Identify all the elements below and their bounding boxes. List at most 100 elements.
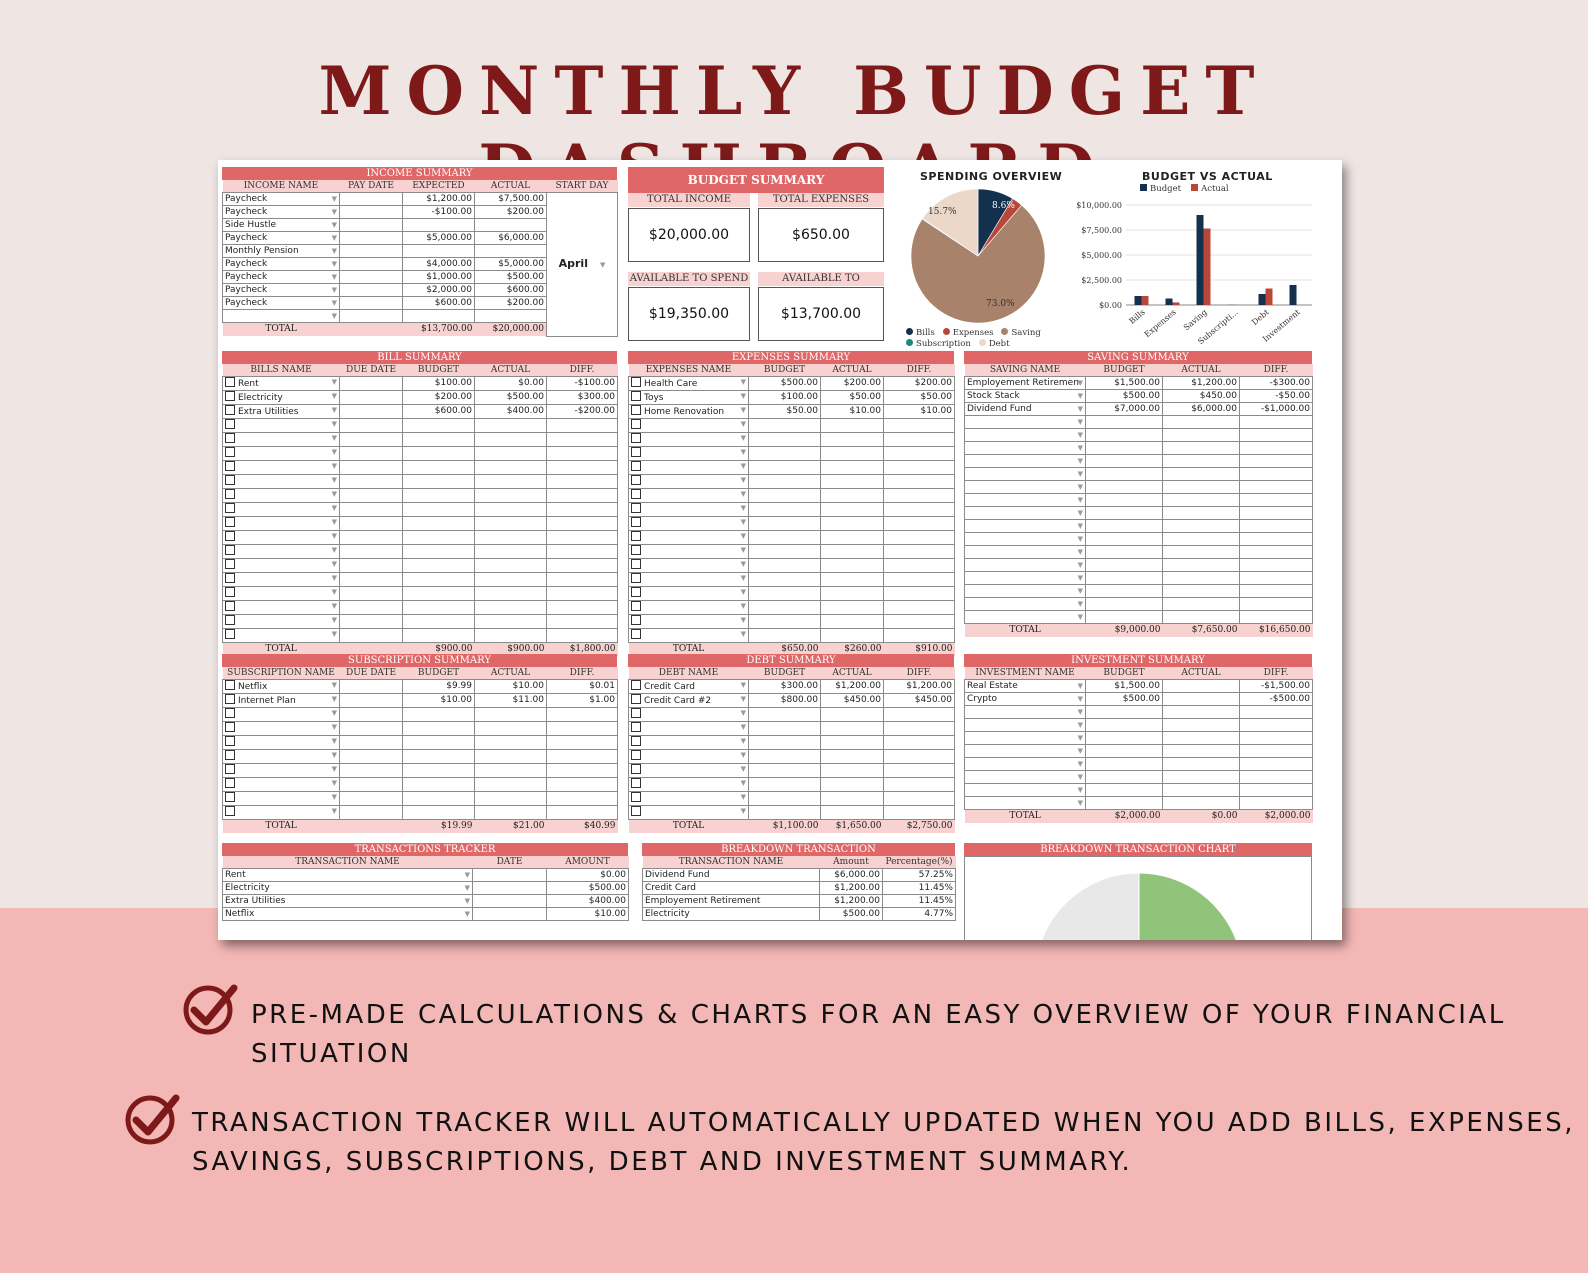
name-cell[interactable]: ▼ <box>628 721 749 736</box>
value-cell[interactable] <box>474 586 547 601</box>
dropdown-arrow-icon[interactable]: ▼ <box>740 588 746 596</box>
dropdown-arrow-icon[interactable]: ▼ <box>1077 785 1083 794</box>
name-cell[interactable]: ▼ Extra Utilities <box>222 894 473 908</box>
value-cell[interactable] <box>748 600 821 615</box>
value-cell[interactable] <box>1162 705 1240 719</box>
value-cell[interactable] <box>402 791 475 806</box>
checkbox[interactable] <box>225 792 235 802</box>
checkbox[interactable] <box>225 419 235 429</box>
value-cell[interactable] <box>474 721 547 736</box>
value-cell[interactable] <box>546 432 618 447</box>
value-cell[interactable] <box>1162 415 1240 429</box>
name-cell[interactable]: ▼ <box>628 707 749 722</box>
dropdown-arrow-icon[interactable]: ▼ <box>331 779 337 787</box>
value-cell[interactable]: $10.00 <box>474 679 547 694</box>
checkbox[interactable] <box>225 433 235 443</box>
value-cell[interactable]: $4,000.00 <box>402 257 475 271</box>
value-cell[interactable] <box>1162 770 1240 784</box>
value-cell[interactable] <box>748 628 821 643</box>
value-cell[interactable] <box>1239 506 1313 520</box>
dropdown-arrow-icon[interactable]: ▼ <box>331 448 337 456</box>
value-cell[interactable] <box>883 763 955 778</box>
value-cell[interactable] <box>339 628 403 643</box>
value-cell[interactable] <box>883 749 955 764</box>
value-cell[interactable] <box>339 763 403 778</box>
value-cell[interactable] <box>748 558 821 573</box>
value-cell[interactable] <box>820 614 884 629</box>
value-cell[interactable] <box>339 474 403 489</box>
value-cell[interactable] <box>339 707 403 722</box>
name-cell[interactable]: ▼ <box>964 796 1086 810</box>
dropdown-arrow-icon[interactable]: ▼ <box>1077 495 1083 504</box>
value-cell[interactable] <box>748 777 821 792</box>
dropdown-arrow-icon[interactable]: ▼ <box>740 434 746 442</box>
value-cell[interactable]: $10.00 <box>546 907 629 921</box>
value-cell[interactable] <box>820 446 884 461</box>
value-cell[interactable]: -$1,000.00 <box>1239 402 1313 416</box>
checkbox[interactable] <box>631 764 641 774</box>
name-cell[interactable]: ▼ <box>628 763 749 778</box>
value-cell[interactable] <box>402 614 475 629</box>
value-cell[interactable] <box>339 530 403 545</box>
value-cell[interactable] <box>883 721 955 736</box>
name-cell[interactable]: ▼ <box>628 791 749 806</box>
dropdown-arrow-icon[interactable]: ▼ <box>1077 443 1083 452</box>
dropdown-arrow-icon[interactable]: ▼ <box>740 476 746 484</box>
value-cell[interactable] <box>820 777 884 792</box>
dropdown-arrow-icon[interactable]: ▼ <box>331 285 337 294</box>
value-cell[interactable] <box>402 460 475 475</box>
checkbox[interactable] <box>631 559 641 569</box>
value-cell[interactable] <box>820 721 884 736</box>
value-cell[interactable]: $400.00 <box>546 894 629 908</box>
value-cell[interactable]: $200.00 <box>474 205 547 219</box>
value-cell[interactable] <box>339 502 403 517</box>
value-cell[interactable] <box>1162 610 1240 624</box>
value-cell[interactable]: $450.00 <box>883 693 955 708</box>
checkbox[interactable] <box>631 708 641 718</box>
name-cell[interactable]: ▼ Paycheck <box>222 231 340 245</box>
value-cell[interactable] <box>339 805 403 820</box>
name-cell[interactable]: ▼ <box>222 763 340 778</box>
value-cell[interactable]: $5,000.00 <box>474 257 547 271</box>
value-cell[interactable] <box>820 749 884 764</box>
value-cell[interactable]: $7,000.00 <box>1085 402 1163 416</box>
dropdown-arrow-icon[interactable]: ▼ <box>464 870 470 879</box>
value-cell[interactable]: $6,000.00 <box>819 868 883 882</box>
dropdown-arrow-icon[interactable]: ▼ <box>1077 560 1083 569</box>
checkbox[interactable] <box>631 778 641 788</box>
name-cell[interactable]: ▼ <box>222 777 340 792</box>
value-cell[interactable] <box>402 530 475 545</box>
name-cell[interactable]: ▼ <box>222 707 340 722</box>
value-cell[interactable] <box>339 231 403 245</box>
dropdown-arrow-icon[interactable]: ▼ <box>740 681 746 689</box>
value-cell[interactable] <box>1085 558 1163 572</box>
value-cell[interactable] <box>883 707 955 722</box>
checkbox[interactable] <box>631 489 641 499</box>
value-cell[interactable] <box>883 614 955 629</box>
value-cell[interactable] <box>546 628 618 643</box>
value-cell[interactable]: $400.00 <box>474 404 547 419</box>
name-cell[interactable]: ▼ <box>964 415 1086 429</box>
dropdown-arrow-icon[interactable]: ▼ <box>331 220 337 229</box>
value-cell[interactable] <box>883 777 955 792</box>
value-cell[interactable] <box>1239 480 1313 494</box>
value-cell[interactable] <box>474 218 547 232</box>
value-cell[interactable]: $300.00 <box>546 390 618 405</box>
value-cell[interactable] <box>748 735 821 750</box>
dropdown-arrow-icon[interactable]: ▼ <box>331 793 337 801</box>
value-cell[interactable] <box>883 516 955 531</box>
name-cell[interactable]: ▼ Monthly Pension <box>222 244 340 258</box>
checkbox[interactable] <box>225 545 235 555</box>
value-cell[interactable] <box>1162 467 1240 481</box>
name-cell[interactable]: ▼ <box>628 749 749 764</box>
checkbox[interactable] <box>631 503 641 513</box>
value-cell[interactable] <box>1162 558 1240 572</box>
value-cell[interactable] <box>546 418 618 433</box>
value-cell[interactable] <box>339 777 403 792</box>
name-cell[interactable]: ▼ <box>222 600 340 615</box>
value-cell[interactable] <box>1239 731 1313 745</box>
name-cell[interactable]: ▼ <box>628 614 749 629</box>
value-cell[interactable]: $300.00 <box>748 679 821 694</box>
value-cell[interactable] <box>883 805 955 820</box>
dropdown-arrow-icon[interactable]: ▼ <box>740 560 746 568</box>
